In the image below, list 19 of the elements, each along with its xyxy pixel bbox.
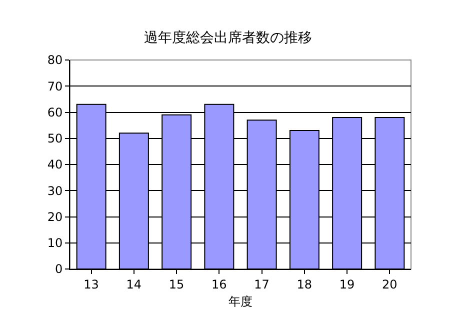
y-tick-label: 0 [54,262,63,276]
y-tick-label: 50 [47,132,63,146]
y-tick-label: 40 [47,158,63,172]
x-tick-label: 15 [168,277,184,292]
y-tick-label: 60 [47,105,63,120]
y-tick-label: 80 [47,53,63,68]
y-tick-label: 70 [47,79,63,94]
y-tick-label: 30 [47,184,63,198]
x-tick-label: 20 [382,277,398,292]
chart-title: 過年度総会出席者数の推移 [144,30,312,46]
y-tick-label: 20 [47,210,63,224]
x-tick-label: 19 [339,277,355,292]
x-tick-label: 17 [254,277,270,292]
x-axis-title: 年度 [228,294,252,308]
x-tick-label: 16 [212,277,227,292]
x-tick-label: 13 [84,277,99,292]
x-tick-label: 14 [126,277,142,292]
x-tick-label: 18 [296,277,312,292]
y-tick-label: 10 [47,236,63,250]
